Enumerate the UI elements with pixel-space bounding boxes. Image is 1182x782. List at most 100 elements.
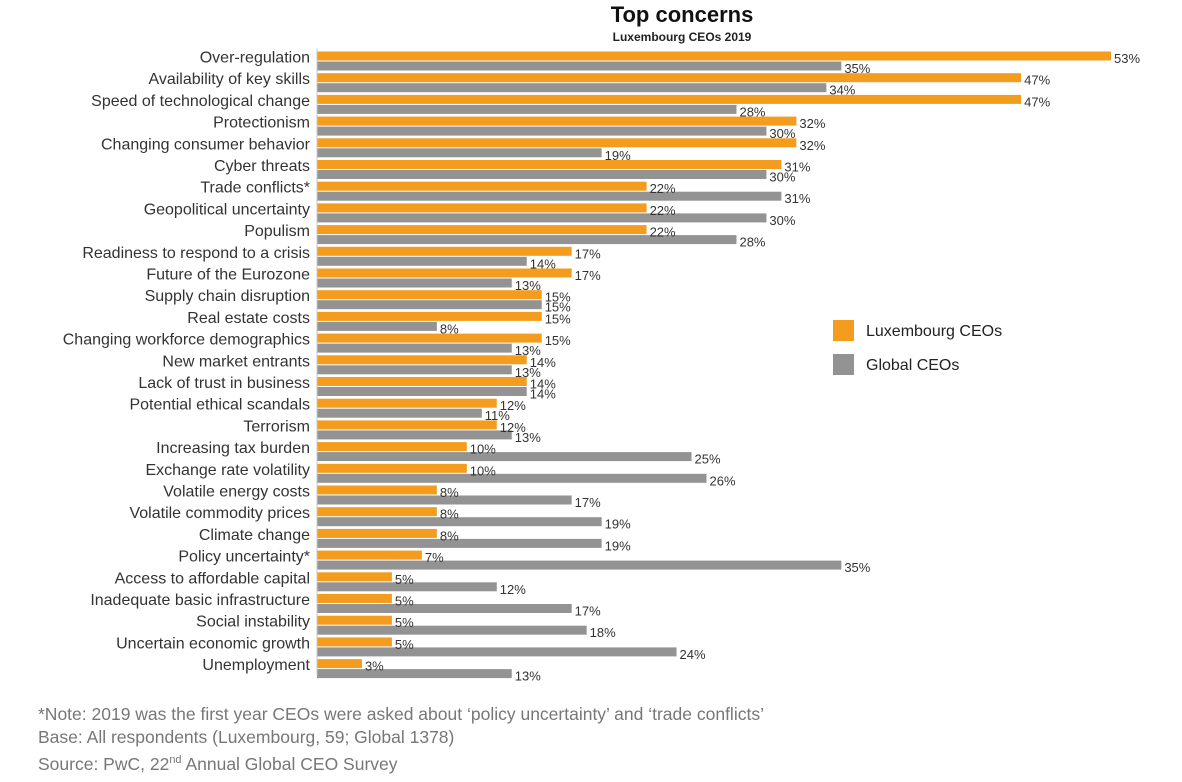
bar-global — [317, 647, 677, 657]
value-label-luxembourg: 22% — [650, 181, 676, 196]
bar-luxembourg — [317, 420, 497, 430]
legend: Luxembourg CEOs Global CEOs — [833, 320, 1002, 375]
bar-global — [317, 365, 512, 375]
bar-luxembourg — [317, 94, 1022, 104]
value-label-luxembourg: 7% — [425, 550, 444, 565]
bar-global — [317, 625, 587, 635]
bar-global — [317, 83, 827, 93]
bar-global — [317, 582, 497, 592]
bar-luxembourg — [317, 594, 392, 603]
bar-luxembourg — [317, 528, 437, 538]
bar-luxembourg — [317, 333, 542, 343]
bar-global — [317, 495, 572, 505]
bar-global — [317, 387, 527, 396]
value-label-global: 26% — [710, 473, 736, 488]
bar-luxembourg — [317, 615, 392, 625]
category-label: Availability of key skills — [148, 71, 310, 88]
bar-global — [317, 191, 782, 201]
bar-luxembourg — [317, 550, 422, 560]
value-label-global: 25% — [695, 452, 721, 467]
bar-global — [317, 473, 707, 483]
legend-swatch-luxembourg — [833, 320, 854, 341]
value-label-luxembourg: 3% — [365, 659, 384, 674]
bar-global — [317, 300, 542, 310]
bar-luxembourg — [317, 181, 647, 191]
bar-luxembourg — [317, 572, 392, 582]
legend-label-luxembourg: Luxembourg CEOs — [866, 323, 1002, 340]
value-label-luxembourg: 5% — [395, 572, 414, 587]
value-label-global: 12% — [500, 582, 526, 597]
value-label-luxembourg: 17% — [575, 268, 601, 283]
category-label: Terrorism — [243, 418, 310, 435]
category-label: Real estate costs — [187, 310, 310, 327]
value-label-luxembourg: 31% — [784, 160, 810, 175]
bar-global — [317, 560, 842, 570]
bar-global — [317, 452, 692, 462]
value-label-global: 13% — [515, 365, 541, 380]
base-line: Base: All respondents (Luxembourg, 59; G… — [38, 727, 455, 747]
value-label-luxembourg: 15% — [545, 333, 571, 348]
value-label-global: 28% — [739, 104, 765, 119]
source-line: Source: PwC, 22nd Annual Global CEO Surv… — [38, 749, 764, 776]
chart-title: Top concerns — [610, 2, 754, 27]
value-label-luxembourg: 12% — [500, 398, 526, 413]
value-label-luxembourg: 5% — [395, 594, 414, 609]
bar-global — [317, 669, 512, 679]
value-label-global: 34% — [829, 83, 855, 98]
value-label-luxembourg: 10% — [470, 442, 496, 457]
note-line: *Note: 2019 was the first year CEOs were… — [38, 704, 764, 724]
bar-luxembourg — [317, 311, 542, 321]
bar-chart: Over-regulation 53% 35% Availability of key… — [63, 48, 1140, 684]
source-sup: nd — [169, 754, 182, 766]
bar-luxembourg — [317, 51, 1111, 61]
legend-label-global: Global CEOs — [866, 357, 959, 374]
value-label-luxembourg: 15% — [545, 290, 571, 305]
category-label: Volatile commodity prices — [129, 505, 310, 522]
source-suffix: Annual Global CEO Survey — [181, 753, 398, 774]
value-label-global: 19% — [605, 517, 631, 532]
value-label-luxembourg: 32% — [799, 138, 825, 153]
value-label-global: 31% — [784, 191, 810, 206]
value-label-global: 17% — [575, 495, 601, 510]
value-label-global: 28% — [739, 235, 765, 250]
bar-global — [317, 126, 767, 136]
bar-luxembourg — [317, 355, 527, 365]
value-label-luxembourg: 14% — [530, 377, 556, 392]
bar-luxembourg — [317, 116, 797, 126]
bar-global — [317, 517, 602, 527]
category-label: Lack of trust in business — [138, 375, 310, 392]
category-label: Climate change — [199, 527, 310, 544]
bar-global — [317, 61, 842, 71]
bar-global — [317, 408, 482, 418]
category-label: Potential ethical scandals — [129, 397, 310, 414]
category-label: Policy uncertainty* — [178, 549, 310, 566]
value-label-luxembourg: 8% — [440, 528, 459, 543]
value-label-global: 13% — [515, 343, 541, 358]
category-label: Geopolitical uncertainty — [144, 201, 310, 218]
value-label-global: 30% — [769, 170, 795, 185]
category-label: Unemployment — [202, 657, 310, 674]
bar-luxembourg — [317, 485, 437, 495]
category-label: Volatile energy costs — [163, 484, 310, 501]
bar-luxembourg — [317, 463, 467, 473]
bar-luxembourg — [317, 290, 542, 300]
value-label-global: 15% — [545, 300, 571, 315]
bar-global — [317, 148, 602, 158]
value-label-luxembourg: 12% — [500, 420, 526, 435]
category-label: Supply chain disruption — [145, 288, 310, 305]
bar-luxembourg — [317, 507, 437, 517]
value-label-global: 13% — [515, 278, 541, 293]
bar-luxembourg — [317, 246, 572, 256]
bar-global — [317, 538, 602, 548]
category-label: Protectionism — [213, 115, 310, 132]
value-label-luxembourg: 47% — [1024, 73, 1050, 88]
category-label: Readiness to respond to a crisis — [82, 245, 310, 262]
value-label-global: 14% — [530, 256, 556, 271]
category-label: New market entrants — [162, 353, 310, 370]
bar-global — [317, 235, 737, 245]
category-label: Uncertain economic growth — [116, 635, 310, 652]
bar-luxembourg — [317, 203, 647, 213]
bar-global — [317, 430, 512, 440]
bar-luxembourg — [317, 377, 527, 386]
category-label: Future of the Eurozone — [146, 267, 310, 284]
